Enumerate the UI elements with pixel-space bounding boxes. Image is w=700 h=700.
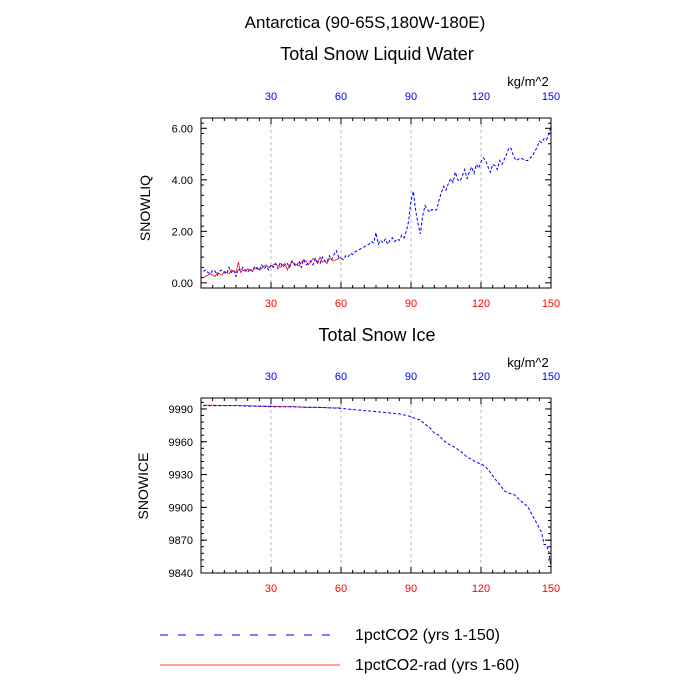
y-tick-label-snowliq: 2.00 xyxy=(172,226,193,238)
series-group-snowice xyxy=(203,404,552,568)
y-tick-label-snowice: 9840 xyxy=(169,568,193,580)
series-line-1pctco2-snowliq xyxy=(203,125,552,278)
legend-label-1pctco2-rad: 1pctCO2-rad (yrs 1-60) xyxy=(355,657,520,674)
ticks-snowice: 30 30 60 60 90 90 120 120 150 150 9840 9870 9900 9930… xyxy=(169,371,561,595)
y-tick-label-snowice: 9990 xyxy=(169,404,193,416)
x-tick-label-top-snowice: 120 xyxy=(472,371,490,383)
series-line-1pctco2-rad-snowliq xyxy=(203,256,342,279)
figure-title: Antarctica (90-65S,180W-180E) xyxy=(245,13,486,32)
x-tick-label-top-snowice: 90 xyxy=(405,371,417,383)
x-tick-label-bottom-snowliq: 30 xyxy=(265,298,277,310)
ticks-snowliq: 30 30 60 60 90 90 120 120 150 150 0.00 2.00 4.00 6.00 xyxy=(172,91,561,310)
x-tick-label-bottom-snowice: 150 xyxy=(542,583,560,595)
x-tick-label-bottom-snowice: 30 xyxy=(265,583,277,595)
y-tick-label-snowliq: 6.00 xyxy=(172,123,193,135)
x-tick-label-top-snowliq: 150 xyxy=(542,91,560,103)
x-tick-label-bottom-snowliq: 150 xyxy=(542,298,560,310)
plot-frame-snowice xyxy=(200,397,552,574)
x-tick-label-bottom-snowice: 90 xyxy=(405,583,417,595)
panel-snow-liquid-water: Total Snow Liquid Water kg/m^2 SNOWLIQ 3… xyxy=(137,44,560,310)
x-tick-label-top-snowice: 60 xyxy=(335,371,347,383)
x-tick-label-top-snowliq: 120 xyxy=(472,91,490,103)
x-tick-label-bottom-snowliq: 60 xyxy=(335,298,347,310)
x-tick-label-top-snowliq: 60 xyxy=(335,91,347,103)
x-tick-label-top-snowliq: 30 xyxy=(265,91,277,103)
grid-snowice xyxy=(270,398,482,573)
panel-snow-ice: Total Snow Ice kg/m^2 SNOWICE 30 30 60 60 90… xyxy=(135,325,560,595)
y-tick-label-snowice: 9900 xyxy=(169,502,193,514)
panel-title-snowice: Total Snow Ice xyxy=(318,325,435,345)
plot-frame-snowliq xyxy=(200,117,552,289)
x-tick-label-bottom-snowice: 60 xyxy=(335,583,347,595)
x-tick-label-bottom-snowliq: 90 xyxy=(405,298,417,310)
legend: 1pctCO2 (yrs 1-150) 1pctCO2-rad (yrs 1-6… xyxy=(160,627,520,674)
x-tick-label-top-snowice: 150 xyxy=(542,371,560,383)
y-axis-label-snowice: SNOWICE xyxy=(135,453,151,520)
y-tick-label-snowice: 9930 xyxy=(169,470,193,482)
series-line-1pctco2-snowice xyxy=(203,405,552,568)
x-tick-label-bottom-snowliq: 120 xyxy=(472,298,490,310)
series-group-snowliq xyxy=(203,125,552,279)
y-tick-label-snowice: 9870 xyxy=(169,535,193,547)
x-tick-label-top-snowliq: 90 xyxy=(405,91,417,103)
y-tick-label-snowliq: 4.00 xyxy=(172,175,193,187)
x-tick-label-bottom-snowice: 120 xyxy=(472,583,490,595)
units-label-snowliq: kg/m^2 xyxy=(507,74,549,89)
panel-title-snowliq: Total Snow Liquid Water xyxy=(280,44,473,64)
y-tick-label-snowice: 9960 xyxy=(169,437,193,449)
units-label-snowice: kg/m^2 xyxy=(507,355,549,370)
y-tick-label-snowliq: 0.00 xyxy=(172,278,193,290)
legend-label-1pctco2: 1pctCO2 (yrs 1-150) xyxy=(355,627,500,644)
y-axis-label-snowliq: SNOWLIQ xyxy=(137,175,153,241)
x-tick-label-top-snowice: 30 xyxy=(265,371,277,383)
